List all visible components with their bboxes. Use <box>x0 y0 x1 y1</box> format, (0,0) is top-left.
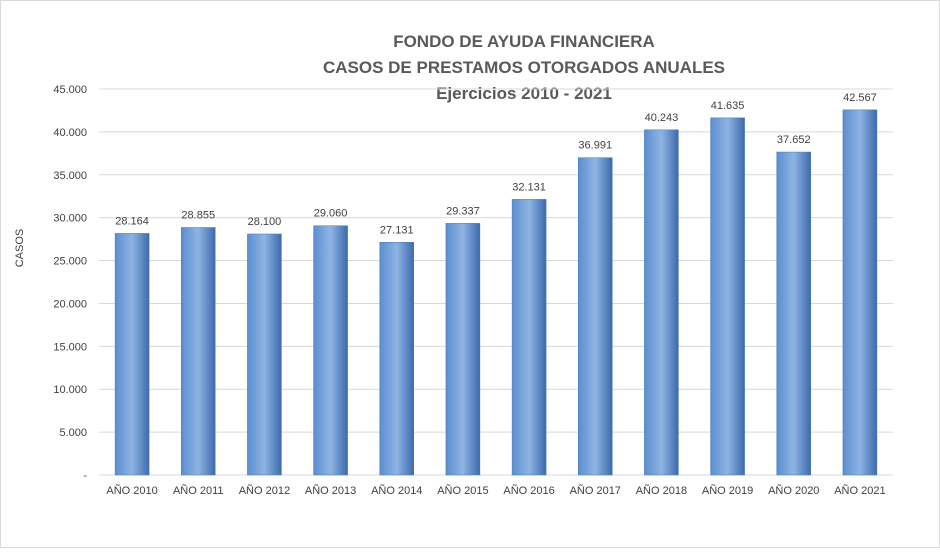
x-tick-label: AÑO 2021 <box>834 484 885 497</box>
bar <box>842 109 878 476</box>
y-tick-label: 25.000 <box>53 256 87 268</box>
bar <box>114 233 150 476</box>
y-tick-label: 45.000 <box>53 84 87 96</box>
x-tick-label: AÑO 2013 <box>305 484 356 497</box>
bar <box>247 233 282 476</box>
data-label: 29.337 <box>446 205 480 217</box>
data-label: 41.635 <box>711 100 745 112</box>
x-tick-label: AÑO 2020 <box>768 484 819 497</box>
data-label: 36.991 <box>578 140 612 152</box>
chart-title-line-3: Ejercicios 2010 - 2021 <box>436 84 612 103</box>
bar <box>776 151 811 476</box>
y-tick-label: - <box>83 470 87 482</box>
data-label: 28.855 <box>181 209 215 221</box>
y-tick-label: 40.000 <box>53 127 87 139</box>
y-tick-label: 35.000 <box>53 170 87 182</box>
bar-chart: FONDO DE AYUDA FINANCIERA CASOS DE PREST… <box>14 32 893 497</box>
x-tick-label: AÑO 2011 <box>173 484 224 497</box>
bar <box>379 242 414 476</box>
bar <box>710 117 745 476</box>
y-tick-label: 20.000 <box>53 298 87 310</box>
data-labels: 28.164 28.855 28.100 29.060 27.131 29.337 32.1… <box>115 92 876 236</box>
chart-title-line-2: CASOS DE PRESTAMOS OTORGADOS ANUALES <box>323 58 725 77</box>
x-tick-label: AÑO 2016 <box>503 484 554 497</box>
bar <box>181 227 216 476</box>
bar <box>313 225 348 476</box>
data-label: 40.243 <box>645 112 679 124</box>
data-label: 29.060 <box>314 208 348 220</box>
x-tick-label: AÑO 2018 <box>636 484 687 497</box>
y-tick-label: 10.000 <box>53 384 87 396</box>
x-tick-label: AÑO 2012 <box>239 484 290 497</box>
y-tick-label: 15.000 <box>53 341 87 353</box>
data-label: 42.567 <box>843 92 877 104</box>
data-label: 32.131 <box>512 181 546 193</box>
data-label: 37.652 <box>777 134 811 146</box>
x-tick-label: AÑO 2010 <box>106 484 157 497</box>
chart-title-line-1: FONDO DE AYUDA FINANCIERA <box>393 32 655 51</box>
y-tick-label: 30.000 <box>53 213 87 225</box>
data-label: 28.164 <box>115 215 149 227</box>
data-label: 28.100 <box>248 216 282 228</box>
bar <box>644 129 679 476</box>
bars <box>114 109 878 476</box>
x-tick-label: AÑO 2019 <box>702 484 753 497</box>
y-tick-label: 5.000 <box>59 427 87 439</box>
bar <box>445 223 481 476</box>
x-tick-label: AÑO 2014 <box>371 484 422 497</box>
chart-frame: FONDO DE AYUDA FINANCIERA CASOS DE PREST… <box>0 0 940 548</box>
data-label: 27.131 <box>380 224 414 236</box>
y-axis-title: CASOS <box>14 229 26 268</box>
y-axis-ticks: - 5.000 10.000 15.000 20.000 25.000 30.000 35.0… <box>53 84 87 482</box>
bar <box>511 199 547 476</box>
x-tick-label: AÑO 2015 <box>437 484 488 497</box>
x-tick-label: AÑO 2017 <box>570 484 621 497</box>
gridlines <box>99 88 893 476</box>
x-axis-ticks: AÑO 2010 AÑO 2011 AÑO 2012 AÑO 2013 AÑO 2014… <box>106 484 885 497</box>
chart-title: FONDO DE AYUDA FINANCIERA CASOS DE PREST… <box>323 32 725 103</box>
bar <box>578 157 613 476</box>
